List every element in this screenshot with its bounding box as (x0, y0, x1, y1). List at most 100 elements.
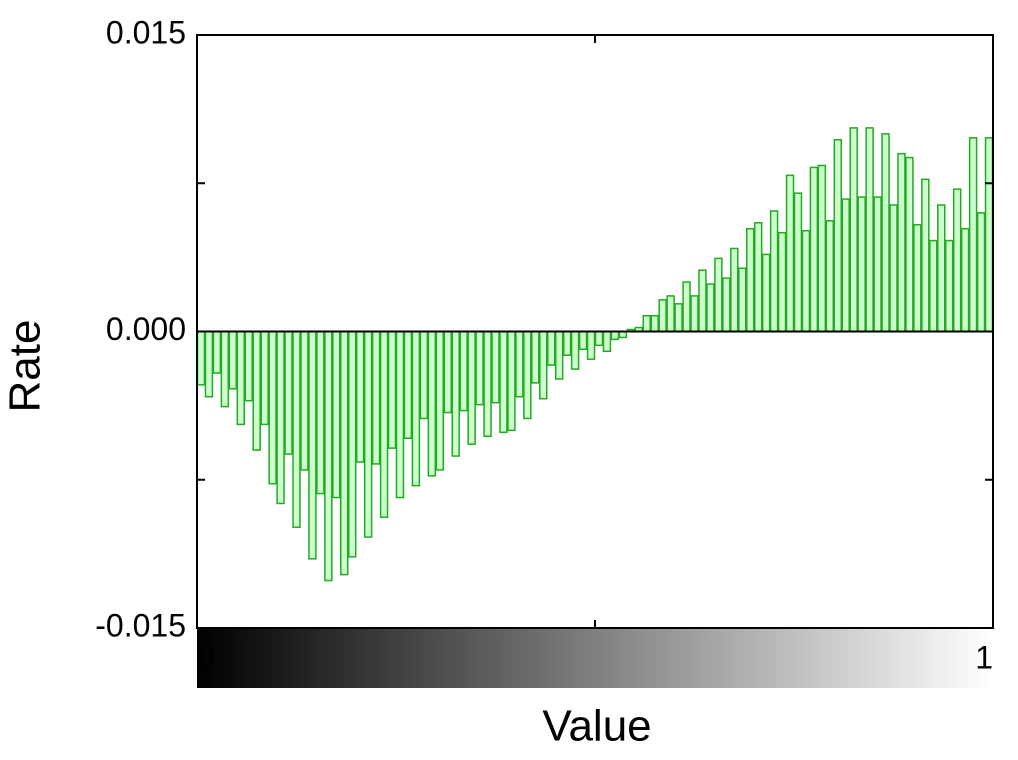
bar (650, 314, 659, 333)
bar (825, 220, 835, 333)
bar (531, 330, 540, 384)
bar (340, 330, 349, 576)
bar (769, 210, 779, 333)
y-tick-label: -0.015 (95, 607, 186, 643)
bar (706, 283, 715, 333)
bar (817, 164, 827, 333)
bar (698, 269, 707, 333)
bar (539, 330, 548, 400)
bar (435, 330, 445, 471)
bar (642, 314, 651, 333)
bar (316, 330, 325, 495)
bar (292, 330, 301, 528)
bar (929, 239, 938, 333)
bar (523, 330, 532, 420)
bar (849, 127, 858, 333)
bar (578, 330, 588, 351)
bar (984, 137, 994, 333)
bar (793, 192, 803, 333)
bar (252, 330, 261, 451)
bar (682, 281, 691, 333)
bar (459, 330, 468, 412)
bar (228, 330, 238, 390)
bar (467, 330, 476, 445)
bar (236, 330, 246, 426)
bar (777, 231, 787, 333)
bar (411, 330, 421, 487)
bar (332, 330, 341, 499)
x-axis-label: Value (542, 702, 651, 751)
bar (570, 330, 580, 370)
bar (610, 330, 620, 341)
bar (968, 137, 978, 333)
bar (562, 330, 572, 356)
bar (745, 227, 755, 333)
bar (753, 222, 763, 333)
bar (738, 267, 747, 333)
bar (952, 188, 962, 333)
bar (873, 196, 882, 333)
bar (507, 330, 516, 432)
bar (308, 330, 317, 560)
bar (809, 166, 819, 333)
y-tick-label: 0.015 (106, 14, 186, 50)
bar (244, 330, 253, 402)
bar (260, 330, 269, 426)
bar (546, 330, 556, 366)
bar (897, 152, 906, 333)
bar (801, 229, 811, 333)
bar (905, 156, 914, 333)
bar (889, 204, 898, 333)
bar (666, 295, 675, 333)
bar (881, 133, 890, 333)
bar (921, 178, 930, 333)
bar (833, 139, 843, 333)
bar (499, 330, 508, 434)
bar (284, 330, 293, 455)
bar (443, 330, 452, 414)
y-tick-label: 0.000 (106, 311, 186, 347)
bar (730, 247, 739, 333)
bar (387, 330, 397, 449)
bar (602, 330, 612, 353)
bar (268, 330, 277, 485)
bar (276, 330, 285, 505)
bar (451, 330, 460, 457)
bar (594, 330, 604, 347)
bar (395, 330, 405, 499)
bar (674, 303, 683, 333)
bar (841, 198, 850, 333)
bar (785, 174, 795, 333)
bar (475, 330, 484, 406)
bar (857, 196, 866, 333)
bar (976, 212, 986, 333)
bar (204, 330, 214, 398)
bar (300, 330, 309, 471)
bar (379, 330, 389, 519)
bar (690, 295, 699, 333)
bar (491, 330, 500, 404)
x-tick-label: 1 (975, 639, 993, 675)
bar (515, 330, 524, 398)
bar (913, 224, 922, 333)
x-tick-label: 0 (197, 639, 215, 675)
bar (586, 330, 596, 360)
bar (944, 239, 954, 333)
bar (722, 277, 731, 333)
bar (960, 227, 970, 333)
bar (212, 330, 222, 374)
bar (865, 127, 874, 333)
bar (324, 330, 333, 582)
bar (403, 330, 413, 439)
y-axis-label: Rate (1, 320, 50, 413)
bar (355, 330, 365, 463)
bar (419, 330, 429, 420)
bar (483, 330, 492, 438)
bar (363, 330, 373, 538)
bar (937, 204, 946, 333)
bar (220, 330, 230, 408)
bar (761, 253, 771, 333)
bar (196, 330, 206, 386)
bar (371, 330, 381, 465)
